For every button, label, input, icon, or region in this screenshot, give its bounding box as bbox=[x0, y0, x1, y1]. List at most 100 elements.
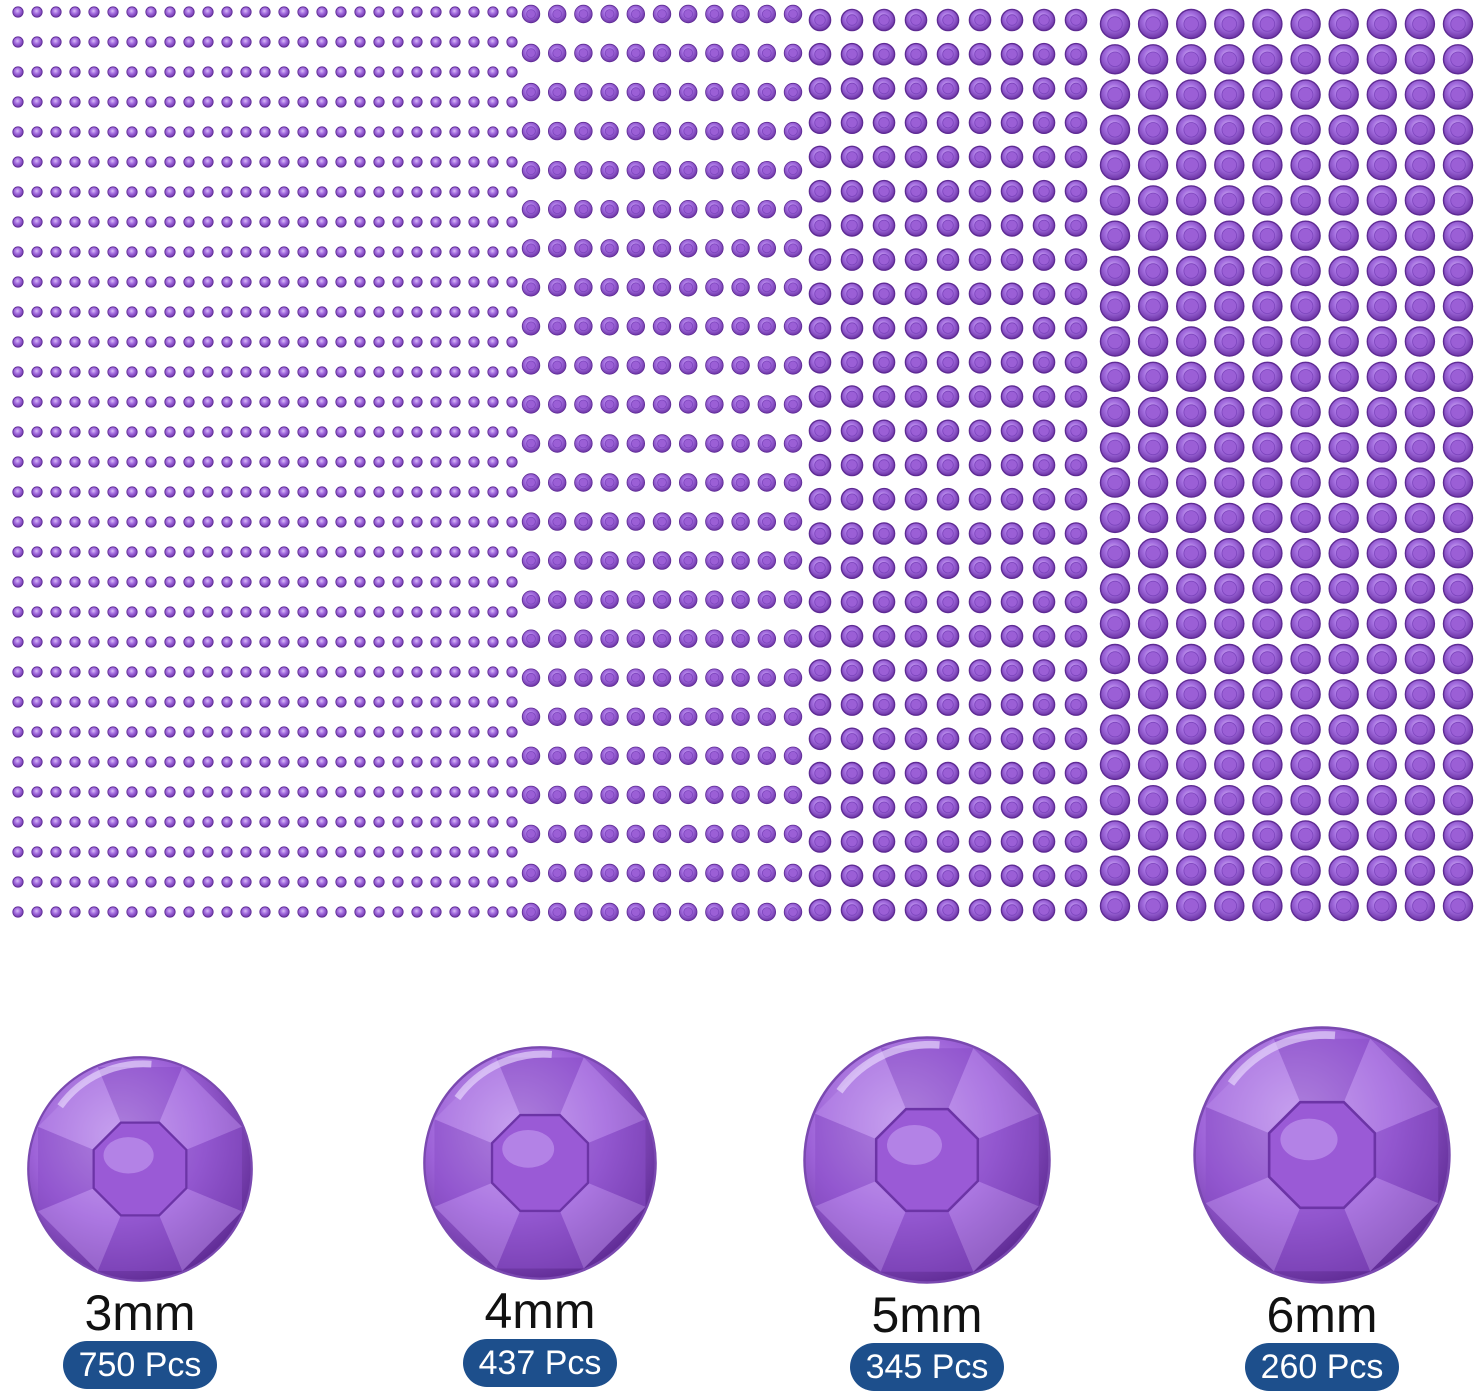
rhinestone bbox=[145, 336, 157, 348]
rhinestone-facet bbox=[910, 390, 922, 403]
rhinestone-facet bbox=[683, 672, 693, 683]
rhinestone bbox=[392, 546, 404, 558]
rhinestone bbox=[430, 216, 442, 228]
rhinestone-facet bbox=[910, 562, 922, 574]
rhinestone bbox=[12, 6, 24, 18]
rhinestone bbox=[259, 66, 271, 78]
rhinestone-facet bbox=[526, 907, 536, 917]
rhinestone-facet bbox=[814, 390, 826, 403]
rhinestone bbox=[506, 366, 518, 378]
rhinestone bbox=[50, 606, 62, 618]
rhinestone-facet bbox=[1450, 510, 1466, 526]
rhinestone bbox=[107, 696, 119, 708]
rhinestone bbox=[316, 546, 328, 558]
rhinestone bbox=[373, 426, 385, 438]
rhinestone bbox=[164, 66, 176, 78]
rhinestone-facet bbox=[1335, 510, 1352, 526]
rhinestone-facet bbox=[910, 288, 922, 300]
rhinestone-facet bbox=[578, 829, 589, 839]
rhinestone-facet bbox=[1297, 545, 1314, 561]
rhinestone bbox=[316, 456, 328, 468]
rhinestone bbox=[259, 636, 271, 648]
rhinestone-facet bbox=[1259, 404, 1276, 420]
rhinestone-facet bbox=[1297, 721, 1314, 738]
rhinestone-facet bbox=[814, 288, 826, 300]
rhinestone bbox=[164, 816, 176, 828]
rhinestone-facet bbox=[1335, 439, 1352, 456]
size-label-5mm: 5mm bbox=[871, 1287, 983, 1343]
rhinestone bbox=[373, 666, 385, 678]
rhinestone-facet bbox=[878, 733, 890, 745]
rhinestone-facet bbox=[1450, 580, 1466, 597]
rhinestone-facet bbox=[578, 399, 589, 410]
rhinestone-facet bbox=[846, 527, 858, 540]
rhinestone-facet bbox=[1335, 333, 1352, 350]
rhinestone bbox=[50, 396, 62, 408]
rhinestone-facet bbox=[552, 87, 562, 97]
rhinestone bbox=[373, 96, 385, 108]
rhinestone bbox=[449, 216, 461, 228]
rhinestone bbox=[373, 606, 385, 618]
rhinestone-facet bbox=[1297, 898, 1314, 914]
rhinestone bbox=[69, 96, 81, 108]
rhinestone-facet bbox=[630, 282, 641, 293]
rhinestone-facet bbox=[1006, 151, 1018, 163]
rhinestone-facet bbox=[1221, 298, 1238, 314]
rhinestone-facet bbox=[657, 790, 667, 800]
rhinestone bbox=[240, 786, 252, 798]
rhinestone-facet bbox=[1335, 580, 1352, 597]
rhinestone-facet bbox=[1412, 757, 1428, 773]
rhinestone bbox=[373, 246, 385, 258]
rhinestone-facet bbox=[709, 711, 720, 722]
gem-6mm-closeup bbox=[1193, 1026, 1451, 1284]
rhinestone-facet bbox=[1183, 757, 1199, 773]
rhinestone-facet bbox=[1006, 596, 1018, 608]
rhinestone-facet bbox=[657, 282, 667, 293]
rhinestone bbox=[430, 306, 442, 318]
rhinestone-facet bbox=[526, 126, 536, 136]
rhinestone-facet bbox=[878, 801, 890, 814]
rhinestone-facet bbox=[761, 594, 772, 605]
rhinestone bbox=[107, 246, 119, 258]
rhinestone-facet bbox=[709, 204, 720, 215]
rhinestone-facet bbox=[910, 253, 922, 266]
rhinestone-facet bbox=[1145, 333, 1161, 350]
rhinestone-facet bbox=[1259, 192, 1276, 209]
rhinestone bbox=[316, 156, 328, 168]
rhinestone-facet bbox=[788, 750, 798, 761]
rhinestone bbox=[240, 636, 252, 648]
rhinestone-facet bbox=[630, 516, 641, 527]
rhinestone bbox=[278, 216, 290, 228]
size-label-3mm: 3mm bbox=[84, 1285, 196, 1341]
rhinestone bbox=[449, 126, 461, 138]
rhinestone bbox=[240, 756, 252, 768]
rhinestone bbox=[297, 96, 309, 108]
rhinestone bbox=[411, 576, 423, 588]
rhinestone bbox=[468, 66, 480, 78]
rhinestone-facet bbox=[846, 390, 858, 403]
rhinestone-facet bbox=[552, 750, 562, 761]
rhinestone bbox=[335, 336, 347, 348]
rhinestone-facet bbox=[1145, 757, 1161, 773]
rhinestone-facet bbox=[942, 253, 954, 266]
rhinestone-facet bbox=[942, 82, 954, 95]
rhinestone bbox=[278, 396, 290, 408]
rhinestone bbox=[107, 336, 119, 348]
rhinestone bbox=[354, 36, 366, 48]
rhinestone bbox=[240, 96, 252, 108]
rhinestone bbox=[335, 546, 347, 558]
rhinestone-facet bbox=[1145, 157, 1161, 173]
rhinestone bbox=[430, 606, 442, 618]
rhinestone-facet bbox=[735, 282, 746, 293]
rhinestone-facet bbox=[1450, 651, 1466, 667]
rhinestone-facet bbox=[1335, 51, 1352, 68]
rhinestone-facet bbox=[1107, 192, 1123, 209]
rhinestone bbox=[259, 36, 271, 48]
rhinestone-facet bbox=[1145, 651, 1161, 667]
rhinestone-facet bbox=[1221, 651, 1238, 667]
rhinestone bbox=[373, 876, 385, 888]
rhinestone bbox=[259, 336, 271, 348]
rhinestone-facet bbox=[735, 594, 746, 605]
rhinestone bbox=[12, 876, 24, 888]
rhinestone-facet bbox=[1038, 767, 1050, 779]
